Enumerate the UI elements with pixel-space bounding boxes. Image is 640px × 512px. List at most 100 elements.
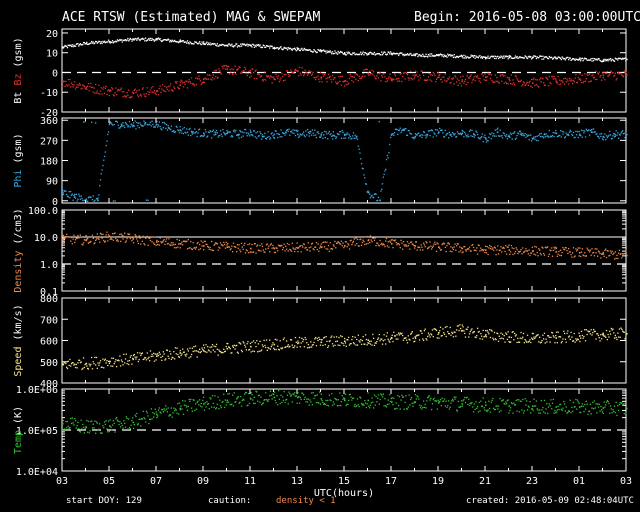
data-point-bt [623, 57, 625, 60]
data-point-phi [198, 128, 201, 130]
data-point-speed [233, 344, 235, 346]
data-point-density [344, 241, 347, 243]
data-point-bz [472, 79, 474, 81]
data-point-temp [592, 401, 594, 403]
data-point-bz [368, 70, 371, 72]
data-point-bz [168, 90, 170, 92]
anchor-point-phi [543, 133, 546, 136]
data-point-bt [240, 43, 242, 45]
data-point-bz [409, 77, 411, 79]
data-point-phi [621, 130, 624, 132]
data-point-bt [115, 41, 118, 43]
data-point-bz [220, 73, 223, 75]
data-point-phi [95, 198, 98, 200]
data-point-phi [406, 134, 408, 136]
anchor-point-speed [579, 335, 581, 337]
data-point-bz [491, 80, 493, 82]
data-point-speed [313, 341, 315, 344]
data-point-phi [495, 135, 497, 137]
data-point-temp [251, 394, 253, 396]
data-point-temp [207, 403, 209, 405]
anchor-point-bz [344, 80, 346, 82]
data-point-speed [613, 332, 615, 334]
data-point-temp [624, 402, 626, 405]
anchor-point-phi [461, 132, 464, 135]
data-point-density [146, 235, 148, 238]
data-point-temp [476, 407, 478, 410]
data-point-bt [609, 57, 612, 60]
data-point-density [506, 246, 509, 248]
data-point-density [429, 241, 431, 243]
data-point-phi [279, 136, 281, 138]
data-point-bt [417, 55, 419, 58]
data-point-temp [75, 427, 77, 429]
data-point-phi [353, 137, 355, 139]
data-point-bt [262, 44, 264, 46]
data-point-bt [405, 54, 407, 56]
data-point-speed [281, 348, 283, 350]
data-point-bt [574, 59, 576, 62]
data-point-bz [252, 68, 254, 70]
data-point-bt [96, 42, 98, 44]
y-tick-label-temp: 1.0E+06 [16, 385, 58, 396]
anchor-point-phi [379, 199, 381, 202]
data-point-density [178, 239, 181, 242]
data-point-phi [507, 135, 509, 137]
data-point-speed [211, 346, 213, 348]
data-point-density [462, 251, 464, 253]
data-point-speed [277, 345, 279, 347]
data-point-bt [474, 57, 476, 59]
data-point-bz [621, 74, 624, 77]
data-point-density [406, 241, 409, 243]
data-point-bt [261, 46, 263, 49]
data-point-density [220, 244, 223, 246]
data-point-density [332, 244, 335, 246]
data-point-bt [515, 57, 517, 59]
data-point-temp [88, 432, 90, 434]
data-point-phi [219, 134, 221, 137]
data-point-density [187, 238, 189, 241]
data-point-phi [530, 134, 532, 136]
data-point-phi [144, 124, 146, 126]
data-point-bz [513, 82, 515, 84]
data-point-density [452, 248, 455, 251]
data-point-temp [399, 408, 401, 410]
data-point-temp [308, 404, 310, 406]
anchor-point-density [203, 245, 205, 247]
data-point-bt [576, 58, 579, 61]
data-point-speed [134, 356, 136, 358]
data-point-speed [208, 350, 210, 352]
data-point-speed [368, 342, 370, 345]
data-point-speed [232, 345, 234, 347]
data-point-temp [347, 403, 349, 405]
data-point-phi [600, 135, 602, 138]
data-point-phi [308, 135, 310, 137]
data-point-bz [89, 85, 91, 88]
data-point-temp [431, 403, 434, 405]
data-point-density [389, 240, 391, 242]
data-point-phi [232, 130, 235, 132]
data-point-bz [140, 93, 142, 95]
data-point-temp [528, 406, 530, 408]
anchor-point-phi [402, 129, 405, 131]
data-point-density [112, 239, 115, 241]
data-point-bt [289, 47, 291, 49]
data-point-speed [395, 338, 397, 340]
data-point-temp [126, 417, 128, 420]
anchor-point-bz [602, 74, 605, 77]
data-point-speed [125, 353, 127, 355]
data-point-bt [528, 55, 530, 57]
data-point-bt [514, 55, 517, 57]
data-point-temp [262, 402, 264, 404]
data-point-temp [221, 401, 223, 403]
data-point-temp [163, 408, 165, 410]
y-axis-label-mag: Bt Bz (gsm) [13, 37, 24, 103]
data-point-speed [84, 363, 86, 366]
data-point-bt [216, 43, 218, 45]
data-point-bz [94, 92, 96, 94]
data-point-temp [595, 403, 597, 405]
data-point-phi [514, 138, 517, 141]
data-point-density [567, 248, 570, 250]
data-point-temp [598, 403, 600, 405]
data-point-bt [360, 53, 363, 56]
